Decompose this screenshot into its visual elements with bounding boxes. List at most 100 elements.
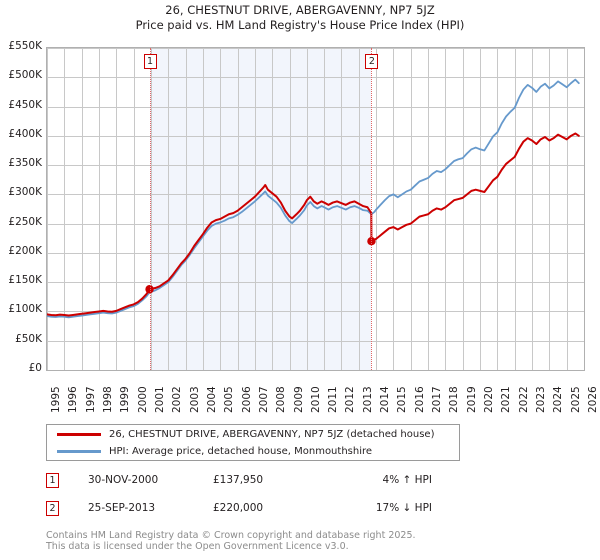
gridline-vertical: [463, 48, 464, 370]
gridline-vertical: [203, 48, 204, 370]
legend-item-hpi: HPI: Average price, detached house, Monm…: [47, 443, 459, 460]
transaction-price-2: £220,000: [213, 502, 264, 514]
gridline-vertical: [445, 48, 446, 370]
gridline-vertical: [64, 48, 65, 370]
gridline-vertical: [497, 48, 498, 370]
y-axis-tick-label: £200K: [8, 244, 42, 257]
legend: 26, CHESTNUT DRIVE, ABERGAVENNY, NP7 5JZ…: [46, 424, 460, 461]
gridline-vertical: [549, 48, 550, 370]
gridline-vertical: [290, 48, 291, 370]
y-axis-tick-label: £50K: [15, 332, 42, 345]
transaction-hpi-delta-2: 17% ↓ HPI: [375, 502, 432, 514]
y-axis-tick-label: £450K: [8, 98, 42, 111]
x-axis-tick-label: 2004: [205, 386, 218, 413]
gridline-vertical: [186, 48, 187, 370]
gridline-vertical: [324, 48, 325, 370]
gridline-vertical: [393, 48, 394, 370]
y-axis-tick-label: £0: [28, 362, 42, 374]
y-axis-tick-label: £300K: [8, 186, 42, 199]
x-axis-tick-label: 2014: [379, 386, 392, 413]
x-axis-tick-label: 2023: [535, 386, 548, 413]
x-axis-tick-label: 2017: [431, 386, 444, 413]
x-axis-tick-label: 1997: [84, 386, 97, 413]
gridline-horizontal: [47, 224, 584, 225]
event-marker-box-2: 2: [365, 54, 379, 69]
gridline-vertical: [134, 48, 135, 370]
event-marker-line: [150, 48, 152, 370]
gridline-vertical: [47, 48, 48, 370]
y-axis-labels: £0 £50K £100K £150K £200K £250K £300K £350K £400…: [8, 40, 42, 374]
x-axis-tick-label: 2010: [309, 386, 322, 413]
x-axis-tick-label: 2021: [500, 386, 513, 413]
legend-item-price-paid: 26, CHESTNUT DRIVE, ABERGAVENNY, NP7 5JZ…: [47, 426, 459, 443]
gridline-vertical: [307, 48, 308, 370]
gridline-vertical: [584, 48, 585, 370]
legend-swatch-price-paid: [57, 433, 101, 436]
transaction-price-1: £137,950: [213, 474, 264, 486]
y-axis-tick-label: £250K: [8, 215, 42, 228]
gridline-vertical: [428, 48, 429, 370]
x-axis-tick-label: 2001: [153, 386, 166, 413]
gridline-horizontal: [47, 311, 584, 312]
table-row: 2 25-SEP-2013 £220,000 17% ↓ HPI: [0, 498, 600, 522]
gridline-vertical: [567, 48, 568, 370]
gridline-vertical: [168, 48, 169, 370]
x-axis-tick-label: 2005: [223, 386, 236, 413]
x-axis-tick-label: 1996: [67, 386, 80, 413]
y-axis-tick-label: £550K: [8, 40, 42, 52]
series-line: [47, 132, 580, 317]
page-subtitle: Price paid vs. HM Land Registry's House …: [135, 18, 465, 32]
y-axis-tick-label: £500K: [8, 69, 42, 82]
gridline-vertical: [151, 48, 152, 370]
gridline-horizontal: [47, 107, 584, 108]
transactions-table: 1 30-NOV-2000 £137,950 4% ↑ HPI 2 25-SEP…: [0, 470, 600, 526]
gridline-horizontal: [47, 194, 584, 195]
gridline-horizontal: [47, 77, 584, 78]
gridline-horizontal: [47, 341, 584, 342]
x-axis-tick-label: 2024: [552, 386, 565, 413]
gridline-vertical: [255, 48, 256, 370]
legend-swatch-hpi: [57, 450, 101, 453]
gridline-vertical: [515, 48, 516, 370]
event-marker-box-1: 1: [143, 54, 157, 69]
gridline-vertical: [116, 48, 117, 370]
y-axis-tick-label: £350K: [8, 157, 42, 170]
x-axis-tick-label: 2002: [171, 386, 184, 413]
page-title: 26, CHESTNUT DRIVE, ABERGAVENNY, NP7 5JZ: [165, 3, 435, 17]
gridline-vertical: [480, 48, 481, 370]
x-axis-tick-label: 2012: [344, 386, 357, 413]
footer-licence-line: This data is licensed under the Open Gov…: [46, 541, 349, 552]
event-marker-line: [371, 48, 373, 370]
gridline-vertical: [341, 48, 342, 370]
x-axis-tick-label: 1999: [119, 386, 132, 413]
gridline-horizontal: [47, 253, 584, 254]
x-axis-tick-label: 2011: [327, 386, 340, 413]
gridline-vertical: [272, 48, 273, 370]
gridline-vertical: [411, 48, 412, 370]
gridline-vertical: [220, 48, 221, 370]
x-axis-tick-label: 2013: [361, 386, 374, 413]
series-line: [47, 78, 580, 319]
legend-label-hpi: HPI: Average price, detached house, Monm…: [109, 446, 373, 457]
y-axis-tick-label: £100K: [8, 303, 42, 316]
x-axis-tick-label: 2020: [483, 386, 496, 413]
x-axis-tick-label: 1995: [50, 386, 62, 413]
transaction-hpi-delta-1: 4% ↑ HPI: [382, 474, 432, 486]
title-block: 26, CHESTNUT DRIVE, ABERGAVENNY, NP7 5JZ…: [0, 3, 600, 33]
x-axis-tick-label: 2016: [413, 386, 426, 413]
y-axis-tick-label: £400K: [8, 127, 42, 140]
transaction-badge-2: 2: [46, 501, 59, 516]
x-axis-tick-label: 2007: [257, 386, 270, 413]
x-axis-tick-label: 2003: [188, 386, 201, 413]
x-axis-tick-label: 2026: [587, 386, 599, 413]
gridline-horizontal: [47, 282, 584, 283]
gridline-vertical: [532, 48, 533, 370]
gridline-vertical: [99, 48, 100, 370]
transaction-badge-1: 1: [46, 473, 59, 488]
x-axis-labels: 1995 1996 1997 1998 1999 2000 2001 2002 2003 2004…: [0, 373, 600, 417]
gridline-horizontal: [47, 48, 584, 49]
transaction-date-1: 30-NOV-2000: [88, 474, 159, 486]
x-axis-tick-label: 2006: [240, 386, 253, 413]
legend-label-price-paid: 26, CHESTNUT DRIVE, ABERGAVENNY, NP7 5JZ…: [109, 429, 435, 440]
